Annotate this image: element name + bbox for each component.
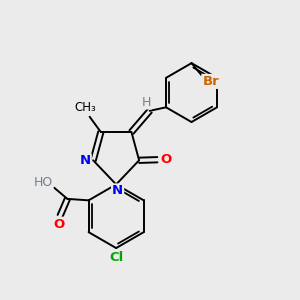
Text: N: N xyxy=(112,184,123,197)
Text: CH₃: CH₃ xyxy=(74,101,96,114)
Text: O: O xyxy=(53,218,64,231)
Text: Br: Br xyxy=(202,75,219,88)
Text: H: H xyxy=(142,95,152,109)
Text: O: O xyxy=(160,153,171,166)
Text: N: N xyxy=(80,154,91,167)
Text: HO: HO xyxy=(33,176,52,189)
Text: Cl: Cl xyxy=(109,251,123,264)
